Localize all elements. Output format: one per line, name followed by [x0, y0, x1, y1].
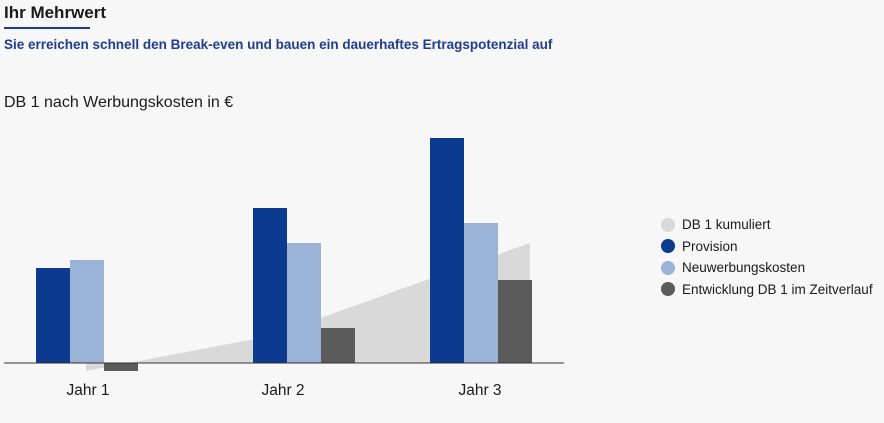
legend-swatch	[661, 239, 675, 254]
legend-label: Entwicklung DB 1 im Zeitverlauf	[682, 281, 873, 297]
bar-provision-3	[430, 138, 464, 363]
legend-item: Neuwerbungskosten	[661, 257, 873, 279]
bar-neuwerbungskosten-3	[464, 223, 498, 363]
legend-swatch	[661, 260, 675, 275]
bar-provision-1	[36, 268, 70, 363]
legend-label: Neuwerbungskosten	[682, 260, 806, 276]
legend-swatch	[661, 217, 675, 232]
page-title: Ihr Mehrwert	[4, 3, 107, 22]
title-underline	[4, 27, 90, 29]
bar-entwicklung-db-1-im-zeitverlauf-2	[321, 328, 355, 363]
legend-item: DB 1 kumuliert	[661, 214, 873, 236]
x-tick-label: Jahr 3	[458, 382, 501, 399]
legend-item: Entwicklung DB 1 im Zeitverlauf	[661, 279, 873, 301]
series-area-db1-kumuliert	[86, 243, 530, 371]
legend-item: Provision	[661, 236, 873, 258]
bar-entwicklung-db-1-im-zeitverlauf-3	[498, 280, 532, 363]
bar-neuwerbungskosten-1	[70, 260, 104, 363]
legend-label: DB 1 kumuliert	[682, 217, 771, 233]
x-tick-label: Jahr 1	[66, 382, 109, 399]
bar-provision-2	[253, 208, 287, 363]
page-subtitle: Sie erreichen schnell den Break-even und…	[4, 37, 553, 52]
legend-label: Provision	[682, 238, 738, 254]
legend-swatch	[661, 282, 675, 297]
bar-neuwerbungskosten-2	[287, 243, 321, 363]
bar-entwicklung-db-1-im-zeitverlauf-1	[104, 363, 138, 371]
x-tick-label: Jahr 2	[261, 382, 304, 399]
chart-legend: DB 1 kumuliert Provision Neuwerbungskosten…	[661, 214, 873, 300]
chart-title: DB 1 nach Werbungskosten in €	[4, 94, 234, 111]
